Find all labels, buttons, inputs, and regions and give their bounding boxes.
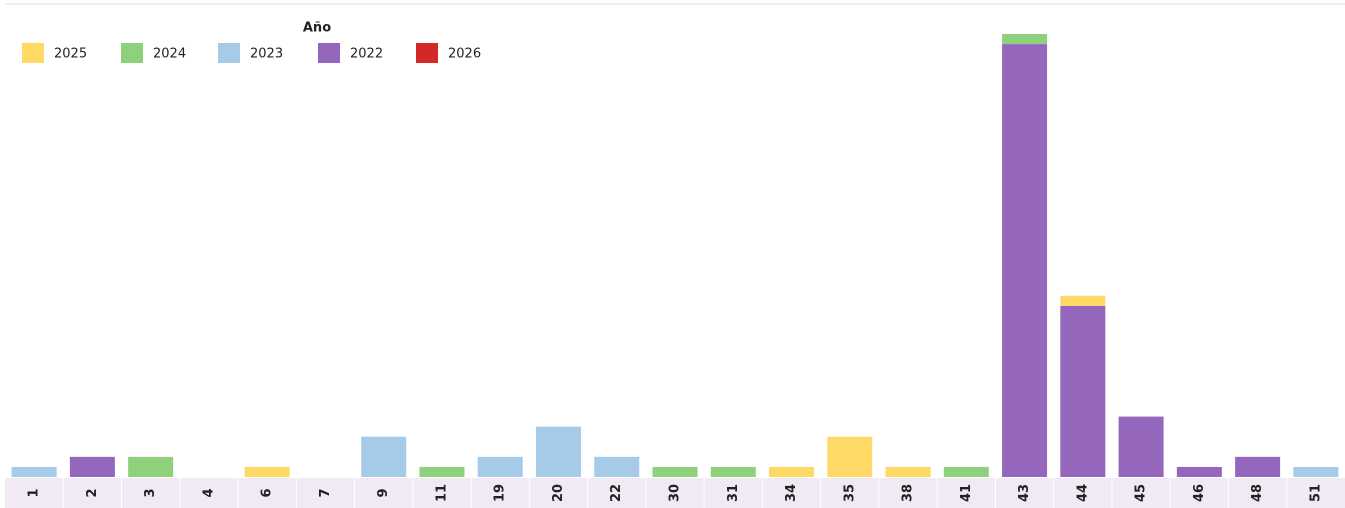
- x-tick-label: 3: [143, 488, 158, 497]
- bar-segment: [943, 466, 989, 477]
- bar-segment: [1293, 466, 1339, 477]
- x-tick-label: 31: [726, 484, 741, 502]
- x-tick-label: 6: [260, 488, 275, 497]
- bar-segment: [128, 456, 174, 477]
- x-tick-label: 4: [201, 488, 216, 497]
- x-tick-label: 41: [959, 484, 974, 502]
- legend-label: 2024: [153, 47, 186, 62]
- x-tick-label: 19: [493, 484, 508, 502]
- bar-segment: [1002, 44, 1048, 478]
- legend-swatch: [318, 43, 340, 63]
- bar-segment: [1060, 295, 1106, 306]
- bar-segment: [535, 426, 581, 477]
- bar-segment: [1176, 466, 1222, 477]
- legend-swatch: [121, 43, 143, 63]
- bar-segment: [1002, 34, 1048, 45]
- x-tick-label: 7: [318, 488, 333, 497]
- bar-segment: [769, 466, 815, 477]
- bar-segment: [11, 466, 57, 477]
- bar-segment: [419, 466, 465, 477]
- x-tick-label: 2: [85, 488, 100, 497]
- x-tick-label: 38: [901, 484, 916, 502]
- bar-segment: [69, 456, 115, 477]
- x-tick-label: 34: [784, 484, 799, 502]
- legend-label: 2022: [350, 47, 383, 62]
- x-tick-label: 1: [27, 488, 42, 497]
- x-tick-label: 35: [842, 484, 857, 502]
- x-tick-label: 9: [376, 488, 391, 497]
- bar-segment: [1060, 305, 1106, 477]
- legend-label: 2023: [250, 47, 283, 62]
- x-tick-label: 22: [609, 484, 624, 502]
- legend-title: Año: [303, 21, 331, 36]
- x-tick-label: 46: [1192, 484, 1207, 502]
- bar-segment: [477, 456, 523, 477]
- bar-segment: [652, 466, 698, 477]
- x-tick-label: 45: [1134, 484, 1149, 502]
- bar-segment: [885, 466, 931, 477]
- bar-segment: [594, 456, 640, 477]
- legend-label: 2025: [54, 47, 87, 62]
- x-tick-label: 20: [551, 484, 566, 502]
- legend-swatch: [218, 43, 240, 63]
- legend-label: 2026: [448, 47, 481, 62]
- bar-segment: [1235, 456, 1281, 477]
- x-tick-label: 48: [1250, 484, 1265, 502]
- x-tick-label: 44: [1075, 484, 1090, 502]
- bar-segment: [1118, 416, 1164, 477]
- bar-segment: [361, 436, 407, 477]
- legend-swatch: [416, 43, 438, 63]
- legend-swatch: [22, 43, 44, 63]
- bar-segment: [710, 466, 756, 477]
- x-tick-label: 51: [1308, 484, 1323, 502]
- bar-segment: [827, 436, 873, 477]
- x-tick-label: 11: [434, 484, 449, 502]
- bar-segment: [244, 466, 290, 477]
- x-axis-band: [5, 478, 1345, 508]
- x-tick-label: 30: [668, 484, 683, 502]
- x-tick-label: 43: [1017, 484, 1032, 502]
